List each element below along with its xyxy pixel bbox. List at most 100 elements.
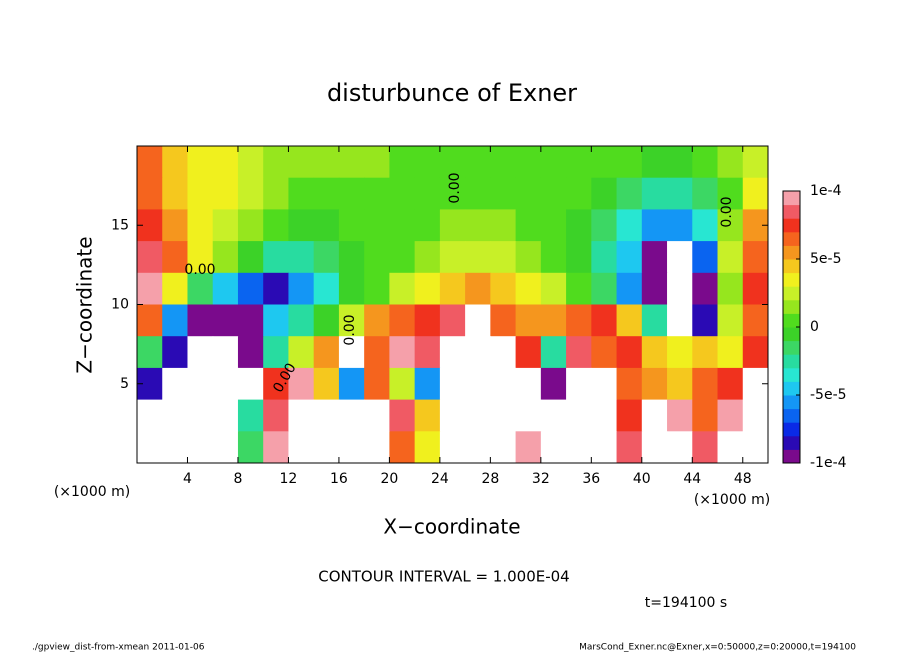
x-tick-label: 44 xyxy=(683,471,701,487)
contour-label: 0.00 xyxy=(719,196,735,227)
heat-cell xyxy=(288,367,315,401)
heat-cell xyxy=(692,304,719,337)
heat-cell xyxy=(515,431,542,464)
colorbar-swatch xyxy=(783,231,800,246)
heat-cell xyxy=(717,399,744,432)
heat-cell xyxy=(187,399,214,432)
heat-cell xyxy=(439,272,466,305)
heat-cell xyxy=(389,209,416,242)
x-unit: (×1000 m) xyxy=(694,492,770,508)
heat-cell xyxy=(692,272,719,305)
colorbar-tick-label: 5e-5 xyxy=(810,251,841,267)
heat-cell xyxy=(364,431,390,464)
x-tick-label: 12 xyxy=(280,471,298,487)
heat-cell xyxy=(338,399,365,432)
heat-cell xyxy=(187,336,214,369)
heat-cell xyxy=(566,241,592,274)
heat-cell xyxy=(439,336,466,369)
heat-cell xyxy=(515,209,542,242)
heat-cell xyxy=(313,177,340,210)
heat-cell xyxy=(667,367,693,401)
y-tick-label: 15 xyxy=(111,217,129,233)
heat-cell xyxy=(540,304,567,337)
heat-cell xyxy=(414,336,441,369)
heat-cell xyxy=(263,177,289,210)
heat-cell xyxy=(338,209,365,242)
heat-cell xyxy=(591,336,618,369)
heat-cell xyxy=(717,241,744,274)
heat-cell xyxy=(338,146,365,179)
heat-cell xyxy=(566,146,592,179)
heat-cell xyxy=(667,272,693,305)
heat-cell xyxy=(540,272,567,305)
heat-cell xyxy=(338,177,365,210)
heat-cell xyxy=(389,367,416,401)
heat-cell xyxy=(414,367,441,401)
heat-cell xyxy=(313,209,340,242)
heat-cell xyxy=(212,367,239,401)
heat-cell xyxy=(717,146,744,179)
heat-cell xyxy=(187,177,214,210)
heat-cell xyxy=(364,209,390,242)
heat-cell xyxy=(313,367,340,401)
heat-cell xyxy=(288,241,315,274)
heat-cell xyxy=(263,209,289,242)
colorbar-swatch xyxy=(783,191,800,206)
heat-cell xyxy=(692,177,719,210)
heat-cell xyxy=(540,177,567,210)
colorbar-swatch xyxy=(783,299,800,314)
heat-cell xyxy=(465,304,491,337)
heat-cell xyxy=(212,177,239,210)
heat-cell xyxy=(465,336,491,369)
time-label: t=194100 s xyxy=(645,595,727,611)
heat-cell xyxy=(414,209,441,242)
heat-cell xyxy=(439,177,466,210)
heat-cell xyxy=(237,209,264,242)
heat-cell xyxy=(212,241,239,274)
heat-cell xyxy=(212,336,239,369)
heat-cell xyxy=(692,209,719,242)
heat-cell xyxy=(641,177,668,210)
heat-cell xyxy=(717,367,744,401)
heat-cell xyxy=(591,431,618,464)
heat-cell xyxy=(742,272,769,305)
heat-cell xyxy=(187,146,214,179)
heat-cell xyxy=(641,209,668,242)
contour-label: 0.00 xyxy=(342,314,358,345)
heat-cell xyxy=(641,367,668,401)
y-tick-label: 5 xyxy=(120,376,129,392)
heat-cell xyxy=(439,367,466,401)
heat-cell xyxy=(692,241,719,274)
heat-cell xyxy=(667,209,693,242)
heat-cell xyxy=(667,304,693,337)
heat-cell xyxy=(288,146,315,179)
colorbar-swatch xyxy=(783,286,800,301)
colorbar-swatch xyxy=(783,313,800,328)
heat-cell xyxy=(364,399,390,432)
colorbar-tick-label: 1e-4 xyxy=(810,183,842,199)
heat-cell xyxy=(313,399,340,432)
heat-cell xyxy=(313,304,340,337)
heat-cell xyxy=(667,146,693,179)
heat-cell xyxy=(566,272,592,305)
heat-cell xyxy=(439,399,466,432)
colorbar-tick-label: 0 xyxy=(810,319,819,335)
heat-cell xyxy=(465,209,491,242)
heat-cell xyxy=(137,146,163,179)
heat-cell xyxy=(692,146,719,179)
x-tick-label: 40 xyxy=(633,471,651,487)
heat-cell xyxy=(692,431,719,464)
heat-cell xyxy=(288,209,315,242)
heat-cell xyxy=(364,241,390,274)
heat-cell xyxy=(591,146,618,179)
heat-cell xyxy=(742,431,769,464)
heat-cell xyxy=(212,304,239,337)
heat-cell xyxy=(187,209,214,242)
heat-cell xyxy=(414,272,441,305)
heat-cell xyxy=(187,431,214,464)
heat-cell xyxy=(212,209,239,242)
heat-cell xyxy=(414,241,441,274)
heat-cell xyxy=(641,336,668,369)
heat-cell xyxy=(313,146,340,179)
heat-cell xyxy=(364,146,390,179)
